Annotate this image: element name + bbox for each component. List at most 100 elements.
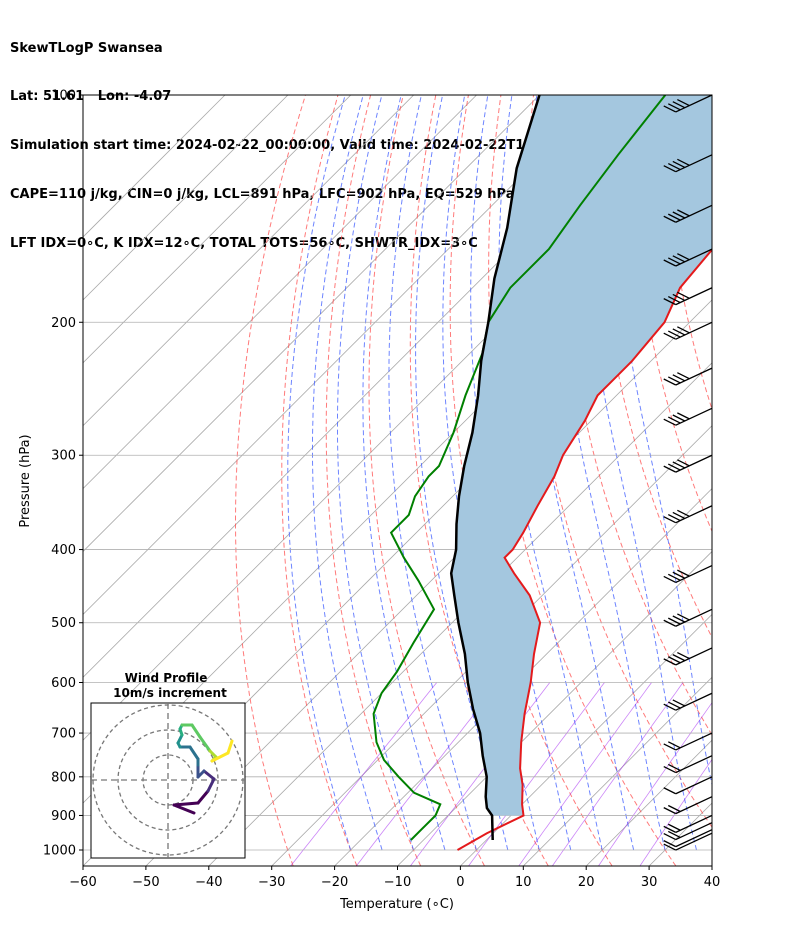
wind-barb-flag	[663, 165, 677, 173]
y-tick-label: 1000	[43, 844, 76, 859]
wind-barb	[663, 692, 713, 711]
wind-barb-shaft	[675, 647, 713, 666]
wind-barb	[663, 248, 713, 267]
wind-barb-flag	[672, 211, 686, 219]
wind-barb-flag	[672, 374, 686, 382]
wind-barb	[663, 321, 713, 340]
x-tick-label: −20	[321, 875, 348, 890]
wind-barb-flag	[677, 326, 690, 334]
wind-barb-flag	[677, 291, 690, 299]
mixing-ratio-line	[355, 682, 500, 866]
wind-barb-flag	[672, 328, 686, 336]
wind-barb-flag	[672, 255, 686, 263]
wind-barb-flag	[677, 253, 690, 261]
wind-barb-flag	[667, 213, 681, 221]
wind-barb	[663, 755, 713, 774]
isotherm-line	[271, 425, 712, 866]
wind-barb-flag	[677, 509, 690, 517]
y-tick-label: 100	[51, 89, 76, 104]
x-tick-label: 10	[515, 875, 532, 890]
wind-barb-shaft	[675, 796, 713, 815]
moist-adiabat-line	[388, 95, 477, 851]
wind-barb-flag	[677, 158, 690, 166]
wind-barb-flag	[663, 619, 677, 627]
isotherm-line	[711, 865, 712, 866]
isotherm-line	[83, 95, 603, 615]
x-tick-label: 0	[456, 875, 464, 890]
wind-barb-shaft	[675, 564, 713, 584]
y-tick-label: 700	[51, 727, 76, 742]
dry-adiabat-line	[663, 95, 712, 411]
wind-barb-flag	[663, 832, 677, 841]
hodograph-segment	[198, 735, 212, 753]
isotherm-line	[83, 95, 289, 301]
wind-barb-flag	[667, 763, 681, 772]
hodograph-ring	[117, 729, 219, 831]
wind-barb-flag	[667, 656, 681, 664]
mixing-ratio-line	[551, 682, 684, 866]
wind-barb	[663, 564, 713, 584]
hodograph-title: Wind Profile	[125, 671, 208, 685]
wind-barb-flag	[667, 162, 681, 171]
hodograph-segment	[172, 801, 200, 807]
mixing-ratio-line	[290, 682, 438, 866]
wind-barb-flag	[677, 412, 690, 420]
wind-barb-flag	[663, 765, 677, 774]
wind-barb	[663, 94, 713, 113]
x-tick-label: 30	[641, 875, 658, 890]
wind-barb-flag	[677, 372, 690, 380]
wind-barb-flag	[667, 830, 681, 839]
wind-barb-flag	[672, 654, 686, 662]
y-tick-label: 400	[51, 543, 76, 558]
hodograph-inset: Wind Profile 10m/s increment	[90, 671, 246, 859]
y-axis: 100 200 300 400 500 600 700 800 900 1000	[43, 89, 83, 859]
profile-lines	[372, 95, 712, 851]
wind-barb-flag	[663, 378, 677, 386]
wind-barb-flag	[667, 257, 681, 265]
cape-area	[451, 95, 712, 816]
wind-barb	[663, 822, 713, 841]
wind-barb-flag	[667, 295, 681, 304]
wind-barb-flag	[677, 98, 690, 107]
mixing-ratio-line	[468, 682, 605, 866]
temperature-line	[457, 248, 712, 851]
wind-barb-shaft	[675, 454, 713, 473]
isotherm-line	[208, 362, 712, 866]
mixing-ratio-line	[518, 682, 652, 866]
wind-barb	[663, 814, 713, 833]
x-tick-label: −60	[69, 875, 96, 890]
wind-barb-flag	[663, 743, 677, 751]
wind-barb-flag	[667, 804, 681, 813]
wind-barb-flag	[672, 461, 686, 469]
moist-adiabat-line	[312, 95, 383, 851]
hodograph-segment	[206, 777, 216, 793]
y-tick-label: 800	[51, 770, 76, 785]
wind-barb-flag	[672, 414, 686, 422]
y-tick-label: 200	[51, 316, 76, 331]
mixing-ratio-lines	[290, 682, 712, 866]
x-axis: −60 −50 −40 −30 −20 −10 0 10 20 30 40	[69, 866, 720, 890]
hodograph-plot	[91, 703, 245, 858]
wind-barb-shaft	[675, 321, 713, 340]
wind-barb-shaft	[675, 407, 713, 426]
wind-barb-flag	[667, 513, 681, 522]
wind-barb-flag	[667, 617, 681, 625]
wind-barb-shaft	[675, 608, 713, 627]
hodograph-subtitle: 10m/s increment	[113, 686, 227, 700]
wind-barb-flag	[667, 330, 681, 338]
wind-barb-flag	[677, 569, 690, 577]
wind-barb-flag	[672, 511, 686, 520]
wind-barb-flag	[663, 516, 677, 524]
wind-barb-flag	[667, 463, 681, 471]
mixing-ratio-line	[598, 701, 712, 866]
location-line: Lat: 51.61 Lon: -4.07	[10, 89, 172, 105]
wind-barb	[663, 776, 713, 795]
hodograph-segment	[210, 751, 230, 763]
wind-barb-shaft	[675, 367, 713, 386]
x-tick-label: −50	[132, 875, 159, 890]
isotherm-line	[83, 95, 414, 427]
wind-barb-shaft	[675, 692, 713, 711]
wind-barb-shaft	[675, 832, 713, 851]
wind-barb-flag	[667, 823, 681, 831]
hodograph-segment	[196, 789, 210, 805]
